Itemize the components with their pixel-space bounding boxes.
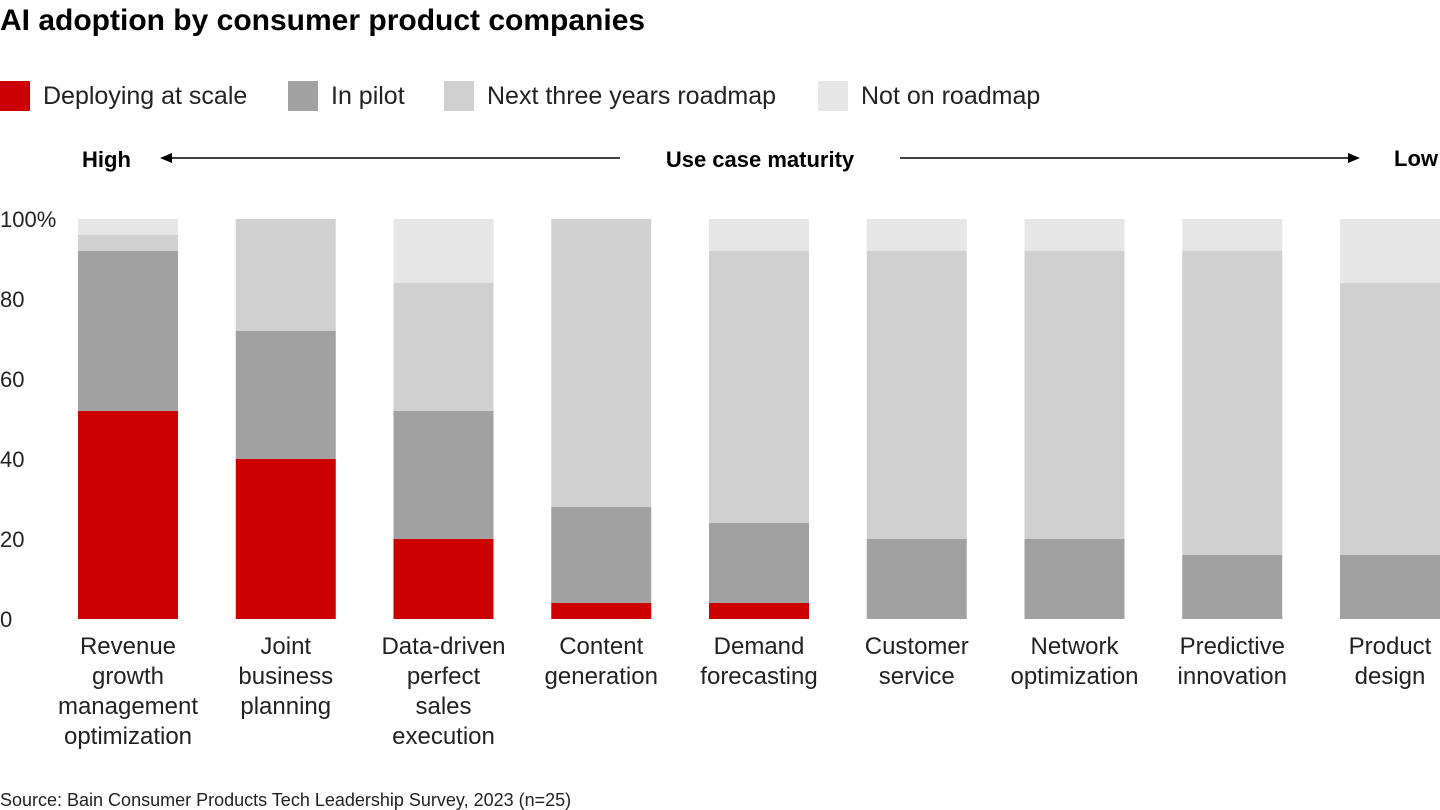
- y-tick-label: 80: [0, 287, 24, 312]
- y-tick-label: 40: [0, 447, 24, 472]
- bar-segment: [709, 603, 809, 619]
- bar-segment: [1182, 251, 1283, 555]
- maturity-right-arrow: [900, 153, 1360, 163]
- bar-segment: [393, 539, 494, 619]
- bar-segment: [393, 283, 494, 411]
- x-tick-label: optimization: [64, 723, 192, 750]
- x-tick-label: Customer: [865, 633, 969, 660]
- x-tick-label: forecasting: [700, 663, 817, 690]
- bar-segment: [709, 219, 809, 251]
- x-tick-label: Data-driven: [381, 633, 505, 660]
- x-tick-label: Joint: [260, 633, 311, 660]
- bar-segment: [1024, 219, 1125, 251]
- x-tick-label: innovation: [1178, 663, 1287, 690]
- bar-segment: [235, 219, 336, 331]
- bar-segment: [393, 219, 494, 283]
- bar-segment: [78, 235, 178, 251]
- bar-segment: [78, 251, 178, 411]
- bar-segment: [1182, 219, 1283, 251]
- legend-swatch: [444, 81, 474, 111]
- bar-segment: [1340, 283, 1440, 555]
- x-tick-label: service: [879, 663, 955, 690]
- maturity-left-arrow: [160, 153, 620, 163]
- x-tick-label: optimization: [1010, 663, 1138, 690]
- legend-label: Next three years roadmap: [487, 82, 776, 110]
- y-axis: 0 20 40 60 80 100%: [0, 207, 56, 632]
- x-tick-label: execution: [392, 723, 495, 750]
- x-tick-label: Revenue: [80, 633, 176, 660]
- bar-segment: [551, 603, 652, 619]
- bar-segment: [235, 459, 336, 619]
- bar-segment: [551, 507, 652, 603]
- x-tick-label: Content: [559, 633, 643, 660]
- bar-segment: [866, 251, 967, 539]
- bar-segment: [866, 219, 967, 251]
- legend-label: In pilot: [331, 82, 405, 110]
- x-tick-label: Product: [1349, 633, 1432, 660]
- x-tick-label: Network: [1030, 633, 1119, 660]
- bar-segment: [1340, 555, 1440, 619]
- legend-label: Not on roadmap: [861, 82, 1040, 110]
- chart-title: AI adoption by consumer product companie…: [0, 4, 645, 37]
- x-tick-label: sales: [415, 693, 471, 720]
- x-tick-label: growth: [92, 663, 164, 690]
- bar-segment: [1024, 251, 1125, 539]
- y-tick-label: 20: [0, 527, 24, 552]
- legend: Deploying at scale In pilot Next three yea…: [0, 81, 1040, 111]
- maturity-low-label: Low: [1394, 146, 1439, 171]
- bar-segment: [709, 523, 809, 603]
- x-tick-label: Demand: [714, 633, 805, 660]
- x-tick-label: management: [58, 693, 198, 720]
- bar-segment: [1340, 219, 1440, 283]
- x-tick-label: perfect: [407, 663, 481, 690]
- legend-label: Deploying at scale: [43, 82, 247, 110]
- x-tick-label: planning: [240, 693, 331, 720]
- bar-segment: [78, 219, 178, 235]
- x-tick-label: Predictive: [1180, 633, 1285, 660]
- legend-swatch: [818, 81, 848, 111]
- bar-segment: [709, 251, 809, 523]
- bars: [78, 219, 1440, 619]
- bar-segment: [866, 539, 967, 619]
- maturity-high-label: High: [82, 147, 131, 172]
- legend-swatch: [288, 81, 318, 111]
- y-tick-label: 0: [0, 607, 12, 632]
- x-axis: Revenue growth management optimization Joint…: [58, 633, 1432, 750]
- bar-segment: [235, 331, 336, 459]
- x-tick-label: design: [1355, 663, 1426, 690]
- source-note: Source: Bain Consumer Products Tech Lead…: [0, 790, 571, 810]
- bar-segment: [551, 219, 652, 507]
- bar-segment: [1182, 555, 1283, 619]
- bar-segment: [393, 411, 494, 539]
- y-tick-label: 100%: [0, 207, 56, 232]
- bar-segment: [1024, 539, 1125, 619]
- legend-swatch: [0, 81, 30, 111]
- x-tick-label: business: [238, 663, 333, 690]
- y-tick-label: 60: [0, 367, 24, 392]
- maturity-axis-label: Use case maturity: [666, 147, 855, 172]
- x-tick-label: generation: [545, 663, 658, 690]
- bar-segment: [78, 411, 178, 619]
